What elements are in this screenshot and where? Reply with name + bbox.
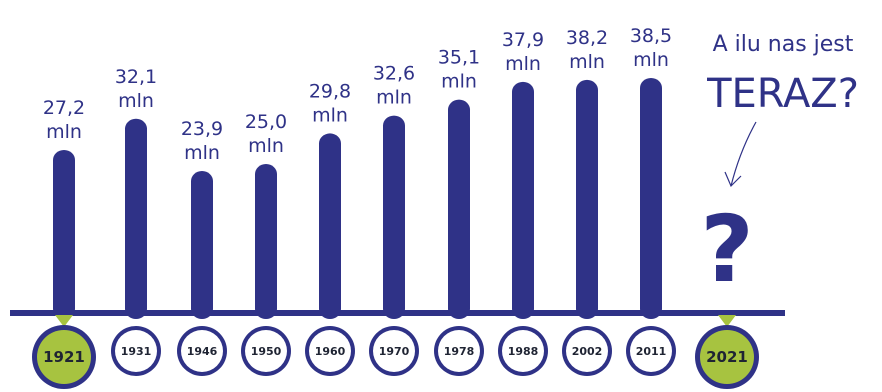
question-block: A ilu nas jest TERAZ? ? <box>700 32 859 303</box>
year-marker-1988: 1988 <box>498 326 548 376</box>
arrow-head-icon <box>724 171 742 188</box>
value-labels-layer: 27,2 mln 32,1 mln 23,9 mln 25,0 mln 29,8 mln 32,6 m… <box>43 25 672 164</box>
year-marker-1950: 1950 <box>241 326 291 376</box>
bar-1931 <box>125 118 147 319</box>
year-marker-1970: 1970 <box>369 326 419 376</box>
year-label-1946: 1946 <box>187 345 218 358</box>
year-circles-layer: 1921 1931 1946 1950 1960 1970 1978 1988 2002 2011… <box>32 315 759 389</box>
year-label-1950: 1950 <box>251 345 282 358</box>
bar-1960 <box>319 133 341 319</box>
value-label-1960: 29,8 mln <box>309 80 351 126</box>
bar-1950 <box>255 164 277 319</box>
year-marker-1931: 1931 <box>111 326 161 376</box>
value-label-1931: 32,1 mln <box>115 66 157 112</box>
value-label-2011: 38,5 mln <box>630 25 672 71</box>
arrow-icon <box>730 121 757 187</box>
value-label-1978: 35,1 mln <box>438 47 480 93</box>
year-marker-1978: 1978 <box>434 326 484 376</box>
year-label-1970: 1970 <box>379 345 410 358</box>
question-line2: TERAZ? <box>706 71 859 117</box>
year-label-1931: 1931 <box>121 345 152 358</box>
value-label-2002: 38,2 mln <box>566 27 608 73</box>
year-label-1921: 1921 <box>43 348 85 366</box>
value-label-1946: 23,9 mln <box>181 118 223 164</box>
bar-1970 <box>383 115 405 319</box>
bar-1978 <box>448 99 470 319</box>
year-label-1960: 1960 <box>315 345 346 358</box>
year-marker-1960: 1960 <box>305 326 355 376</box>
bar-1988 <box>512 81 534 320</box>
year-marker-2002: 2002 <box>562 326 612 376</box>
bar-2011 <box>640 78 662 319</box>
year-marker-2021: 2021 <box>695 315 759 389</box>
bars-layer <box>53 78 662 320</box>
value-label-1950: 25,0 mln <box>245 111 287 157</box>
question-mark: ? <box>700 196 753 303</box>
year-label-1988: 1988 <box>508 345 539 358</box>
value-label-1970: 32,6 mln <box>373 63 415 109</box>
year-label-1978: 1978 <box>444 345 475 358</box>
question-line1: A ilu nas jest <box>713 32 854 57</box>
value-label-1921: 27,2 mln <box>43 97 85 143</box>
bar-1946 <box>191 171 213 319</box>
year-marker-2011: 2011 <box>626 326 676 376</box>
year-label-2002: 2002 <box>572 345 603 358</box>
year-label-2021: 2021 <box>706 348 748 366</box>
value-label-1988: 37,9 mln <box>502 29 544 75</box>
year-marker-1921: 1921 <box>32 315 96 389</box>
bar-1921 <box>53 150 75 319</box>
year-label-2011: 2011 <box>636 345 667 358</box>
year-marker-1946: 1946 <box>177 326 227 376</box>
bar-2002 <box>576 79 598 320</box>
